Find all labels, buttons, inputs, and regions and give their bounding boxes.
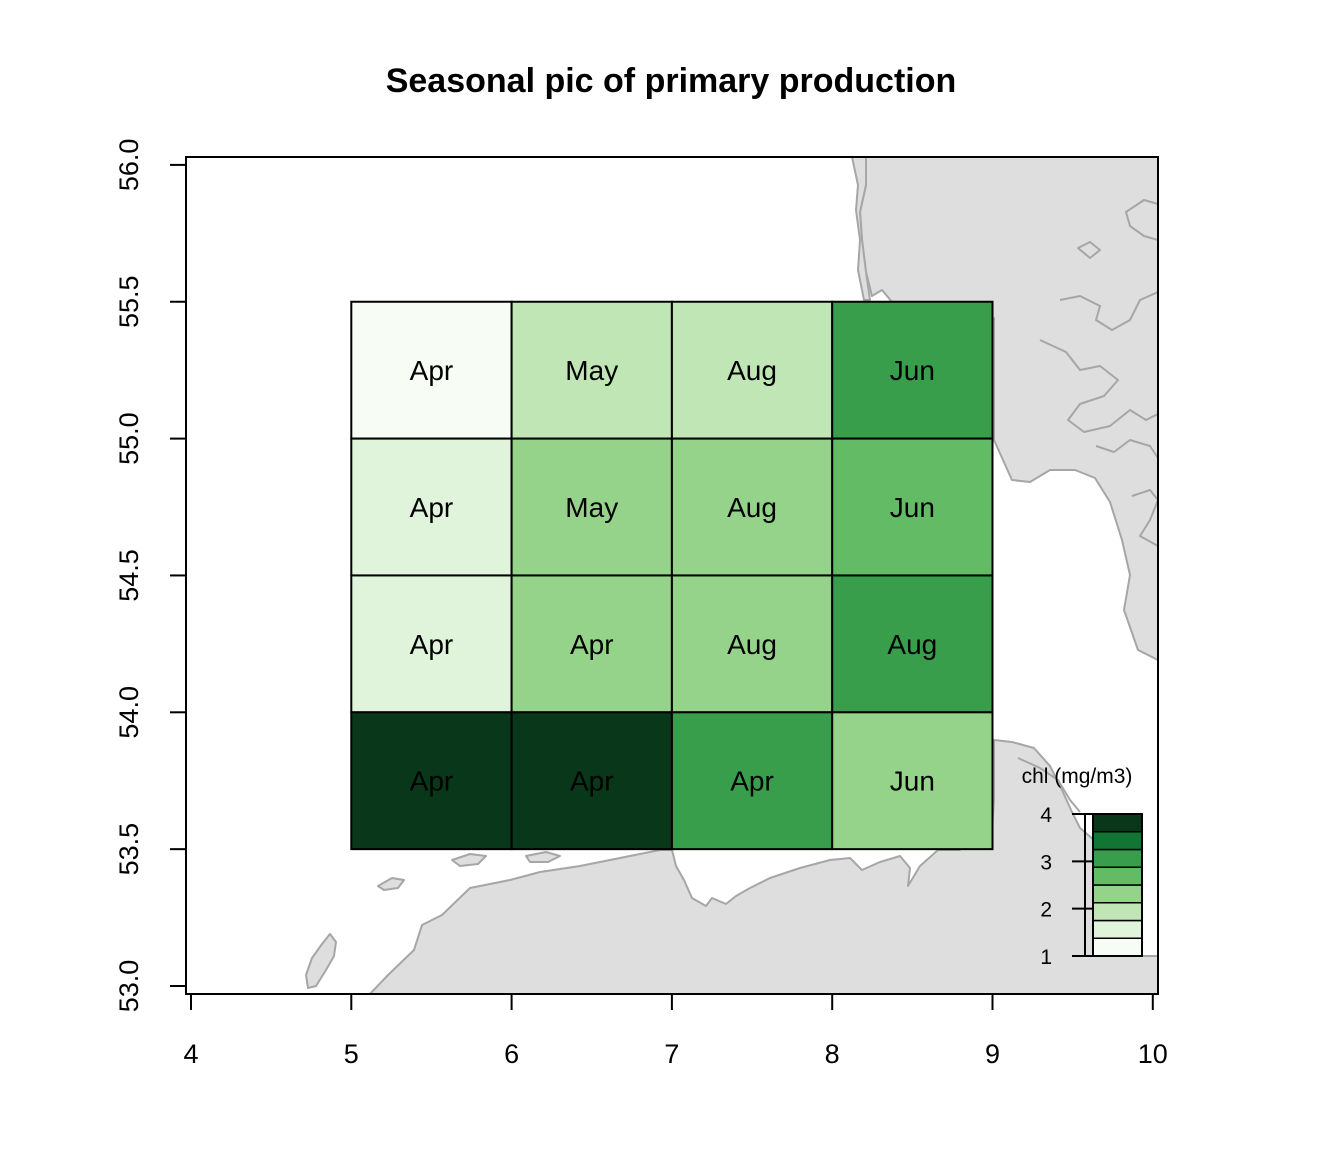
grid-cell-label: Apr xyxy=(410,766,454,797)
grid-cell xyxy=(670,711,834,851)
land-basemap xyxy=(305,157,1158,994)
y-tick-label: 56.0 xyxy=(114,139,144,192)
y-tick-label: 53.5 xyxy=(114,823,144,876)
legend-swatch xyxy=(1092,884,1143,904)
grid-cell-label: May xyxy=(565,492,618,523)
y-axis: 53.0 53.5 54.0 54.5 55.0 55.5 56.0 xyxy=(114,139,187,1013)
x-axis: 4 5 6 7 8 9 10 xyxy=(183,993,1168,1069)
legend-swatch xyxy=(1092,937,1143,957)
grid-cell xyxy=(831,574,994,714)
legend-tick-label: 1 xyxy=(1040,946,1052,969)
x-tick-label: 8 xyxy=(825,1039,840,1069)
grid-cell-label: Jun xyxy=(890,766,935,797)
grid-cell-label: Aug xyxy=(727,492,777,523)
y-tick-label: 55.0 xyxy=(114,412,144,465)
legend-tick-label: 4 xyxy=(1040,804,1052,827)
grid-cell xyxy=(831,711,994,851)
fjord-line-3 xyxy=(1095,439,1158,459)
river-elbe xyxy=(1017,757,1081,813)
grid-cell-label: Apr xyxy=(570,766,614,797)
grid-cell-label: Apr xyxy=(410,355,454,386)
grid-cell xyxy=(670,437,834,577)
x-tick-label: 9 xyxy=(985,1039,1000,1069)
chlorophyll-grid: Apr May Aug Jun Apr May Aug Jun Apr Apr Aug Aug Apr A… xyxy=(350,300,994,851)
grid-cell-label: Apr xyxy=(570,629,614,660)
island-frisian-2 xyxy=(451,853,487,867)
grid-cell-label: Jun xyxy=(890,492,935,523)
island-frisian-3 xyxy=(525,851,561,863)
x-tick-label: 7 xyxy=(664,1039,679,1069)
grid-cell xyxy=(831,437,994,577)
y-tick-label: 54.0 xyxy=(114,686,144,739)
grid-cell xyxy=(670,574,834,714)
grid-cell-label: Jun xyxy=(890,355,935,386)
y-tick-label: 53.0 xyxy=(114,960,144,1013)
fjord-line-2 xyxy=(1039,339,1158,433)
grid-cell-label: Aug xyxy=(887,629,937,660)
chart-title: Seasonal pic of primary production xyxy=(386,62,957,100)
legend-swatch xyxy=(1092,902,1143,922)
grid-cell xyxy=(510,574,673,714)
x-tick-label: 10 xyxy=(1138,1039,1168,1069)
grid-cell xyxy=(350,711,513,851)
color-legend: chl (mg/m3) 1 2 3 4 xyxy=(1022,765,1143,969)
legend-ticks: 1 2 3 4 xyxy=(1040,804,1093,969)
legend-title: chl (mg/m3) xyxy=(1022,765,1133,788)
fjord-line-1 xyxy=(1059,291,1158,331)
legend-swatch xyxy=(1092,866,1143,886)
grid-cell xyxy=(510,437,673,577)
grid-cell-label: Apr xyxy=(410,492,454,523)
grid-cell-label: Apr xyxy=(730,766,774,797)
legend-tick-label: 2 xyxy=(1040,899,1052,922)
legend-swatch xyxy=(1092,831,1143,851)
x-tick-label: 5 xyxy=(344,1039,359,1069)
grid-cell xyxy=(510,300,673,440)
legend-swatch xyxy=(1092,848,1143,868)
grid-cell-label: May xyxy=(565,355,618,386)
island-west xyxy=(305,933,337,989)
island-east-1 xyxy=(1125,199,1158,241)
y-tick-label: 55.5 xyxy=(114,275,144,328)
island-east-2 xyxy=(1077,241,1101,259)
grid-cell xyxy=(350,437,513,577)
island-frisian-1 xyxy=(377,877,405,891)
grid-cell-label: Aug xyxy=(727,355,777,386)
legend-colorbar xyxy=(1092,813,1143,957)
grid-cell xyxy=(350,300,513,440)
grid-cell-label: Apr xyxy=(410,629,454,660)
grid-cell-label: Aug xyxy=(727,629,777,660)
x-tick-label: 4 xyxy=(183,1039,198,1069)
legend-swatch xyxy=(1092,919,1143,939)
grid-cell xyxy=(350,574,513,714)
fjord-line-4 xyxy=(1131,489,1158,547)
legend-tick-label: 3 xyxy=(1040,851,1052,874)
legend-bar-frame xyxy=(1092,813,1143,957)
x-tick-label: 6 xyxy=(504,1039,519,1069)
y-tick-label: 54.5 xyxy=(114,549,144,602)
island-north-sylt xyxy=(851,157,871,301)
legend-swatch xyxy=(1092,813,1143,833)
